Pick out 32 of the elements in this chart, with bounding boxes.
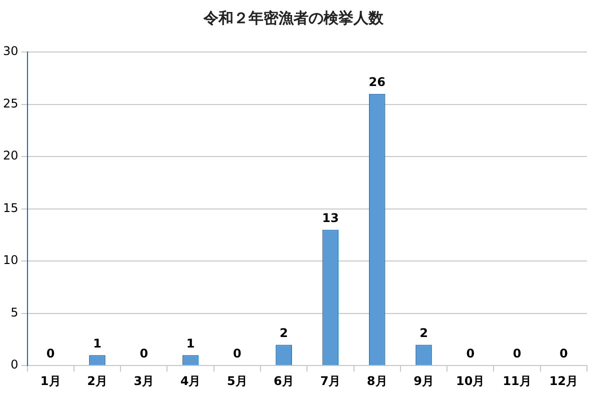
x-tick-label: 7月 [320, 374, 341, 388]
x-tick-label: 9月 [414, 374, 434, 388]
y-tick-label: 10 [2, 253, 18, 268]
x-tick-label: 2月 [87, 374, 108, 388]
data-label: 1 [93, 336, 102, 350]
data-label: 2 [280, 326, 288, 340]
y-tick-label: 5 [10, 305, 18, 320]
x-tick-label: 8月 [366, 374, 388, 388]
data-label: 0 [140, 346, 148, 361]
x-tick-label: 4月 [180, 374, 201, 388]
y-tick-label: 20 [2, 148, 18, 163]
data-label: 0 [466, 346, 475, 361]
y-tick-label: 30 [2, 44, 18, 58]
data-label: 1 [186, 336, 195, 350]
x-tick-label: 3月 [134, 374, 154, 388]
y-tick-label: 25 [2, 96, 18, 110]
data-label: 0 [512, 346, 522, 361]
chart-title: 令和２年密漁者の検挙人数 [202, 8, 384, 27]
data-label: 0 [232, 346, 242, 361]
x-tick-label: 11月 [502, 374, 532, 388]
data-label: 26 [368, 74, 386, 89]
data-label: 13 [322, 210, 339, 225]
y-tick-label: 0 [10, 358, 18, 372]
x-tick-label: 5月 [226, 374, 248, 388]
x-tick-label: 1月 [40, 374, 61, 388]
data-label: 0 [46, 346, 55, 361]
y-tick-label: 15 [2, 200, 18, 215]
data-label: 2 [420, 326, 428, 340]
x-tick-label: 6月 [274, 374, 294, 388]
x-tick-label: 10月 [456, 374, 485, 388]
x-tick-label: 12月 [549, 374, 578, 388]
data-label: 0 [560, 346, 568, 361]
